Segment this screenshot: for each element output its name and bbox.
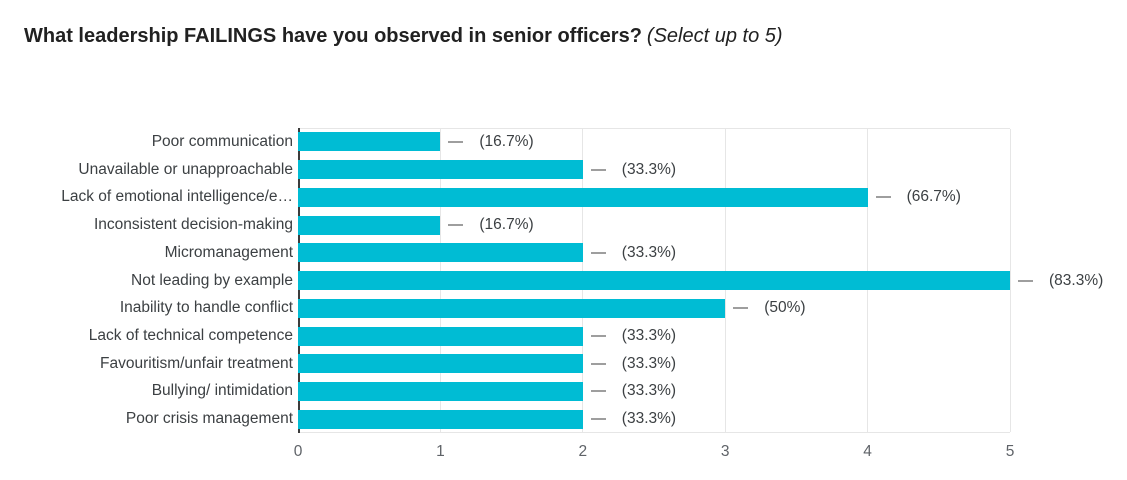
percent-label: (33.3%) <box>621 410 677 428</box>
category-label: Poor crisis management <box>125 410 293 428</box>
x-axis-tick-label: 3 <box>720 443 730 460</box>
percent-label: (33.3%) <box>621 354 677 372</box>
leader-line <box>733 307 749 310</box>
category-label: Lack of emotional intelligence/e… <box>61 188 293 206</box>
category-label: Favouritism/unfair treatment <box>100 354 293 372</box>
bar[interactable] <box>298 326 583 346</box>
bar-row: Bullying/ intimidation (33.3%) <box>0 378 1127 406</box>
leader-line <box>590 168 606 171</box>
gridline <box>1009 129 1011 432</box>
bar-track: (33.3%) <box>298 156 1127 184</box>
category-label: Micromanagement <box>164 243 293 261</box>
x-axis-tick-label: 1 <box>436 443 445 460</box>
percent-label: (33.3%) <box>621 160 677 178</box>
bar-row: Unavailable or unapproachable (33.3%) <box>0 156 1127 184</box>
percent-label: (33.3%) <box>621 382 677 400</box>
bar[interactable] <box>298 409 583 429</box>
bar-track: (16.7%) <box>298 211 1127 239</box>
bar-track: (33.3%) <box>298 405 1127 433</box>
leader-line <box>448 140 464 143</box>
chart-title-text: What leadership FAILINGS have you observ… <box>24 25 642 47</box>
bar[interactable] <box>298 132 441 152</box>
bar-row: Not leading by example (83.3%) <box>0 267 1127 295</box>
leader-line <box>590 335 606 337</box>
rows-layer: Poor communication (16.7%) Unavailable or … <box>0 128 1127 433</box>
percent-label: (16.7%) <box>479 216 534 234</box>
x-axis-tick-label: 2 <box>578 443 588 460</box>
category-label: Not leading by example <box>131 271 293 289</box>
percent-label: (66.7%) <box>906 188 961 206</box>
bar-track: (33.3%) <box>298 239 1127 267</box>
bar-row: Favouritism/unfair treatment (33.3%) <box>0 350 1127 378</box>
percent-label: (83.3%) <box>1049 271 1104 289</box>
x-axis-tick-label: 0 <box>293 443 303 460</box>
bar[interactable] <box>298 354 583 374</box>
bar[interactable] <box>298 381 583 401</box>
category-label: Inability to handle conflict <box>119 299 293 317</box>
bar[interactable] <box>298 271 1010 291</box>
percent-label: (33.3%) <box>621 243 677 261</box>
bar-row: Inability to handle conflict (50%) <box>0 294 1127 322</box>
category-label: Bullying/ intimidation <box>151 382 293 400</box>
chart-title: What leadership FAILINGS have you observ… <box>0 0 1127 48</box>
bar-track: (50%) <box>298 294 1127 322</box>
bar-row: Inconsistent decision-making (16.7%) <box>0 211 1127 239</box>
category-label: Unavailable or unapproachable <box>78 160 293 178</box>
plot-area: Poor communication (16.7%) Unavailable or … <box>0 128 1127 433</box>
leader-line <box>590 251 606 254</box>
leader-line <box>1018 279 1033 282</box>
percent-label: (50%) <box>764 299 806 317</box>
bar-row: Lack of technical competence (33.3%) <box>0 322 1127 350</box>
category-label: Inconsistent decision-making <box>93 216 293 234</box>
leader-line <box>590 418 606 421</box>
leader-line <box>875 196 891 199</box>
percent-label: (16.7%) <box>479 132 534 150</box>
bar[interactable] <box>298 298 726 318</box>
bar-row: Poor crisis management (33.3%) <box>0 405 1127 433</box>
bar-track: (66.7%) <box>298 183 1127 211</box>
bar-track: (33.3%) <box>298 350 1127 378</box>
category-label: Lack of technical competence <box>88 327 293 344</box>
leader-line <box>448 224 464 227</box>
bar-row: Poor communication (16.7%) <box>0 128 1127 156</box>
bar[interactable] <box>298 243 583 263</box>
bar[interactable] <box>298 187 868 207</box>
leader-line <box>590 390 606 393</box>
bar-chart: Poor communication (16.7%) Unavailable or … <box>0 128 1127 465</box>
leader-line <box>590 362 606 365</box>
bar[interactable] <box>298 160 583 180</box>
bar-row: Lack of emotional intelligence/e… (66.7%) <box>0 183 1127 211</box>
bar[interactable] <box>298 215 441 235</box>
x-axis-tick-label: 5 <box>1005 443 1015 460</box>
category-label: Poor communication <box>151 132 293 150</box>
chart-subtitle-text: (Select up to 5) <box>646 25 783 47</box>
x-axis-tick-label: 4 <box>863 443 872 460</box>
bar-row: Micromanagement (33.3%) <box>0 239 1127 267</box>
percent-label: (33.3%) <box>621 327 677 344</box>
bar-track: (33.3%) <box>298 322 1127 350</box>
x-axis: 0 1 2 3 4 5 <box>294 443 1127 465</box>
bar-track: (83.3%) <box>298 267 1127 295</box>
bar-track: (16.7%) <box>298 128 1127 156</box>
bar-track: (33.3%) <box>298 378 1127 406</box>
